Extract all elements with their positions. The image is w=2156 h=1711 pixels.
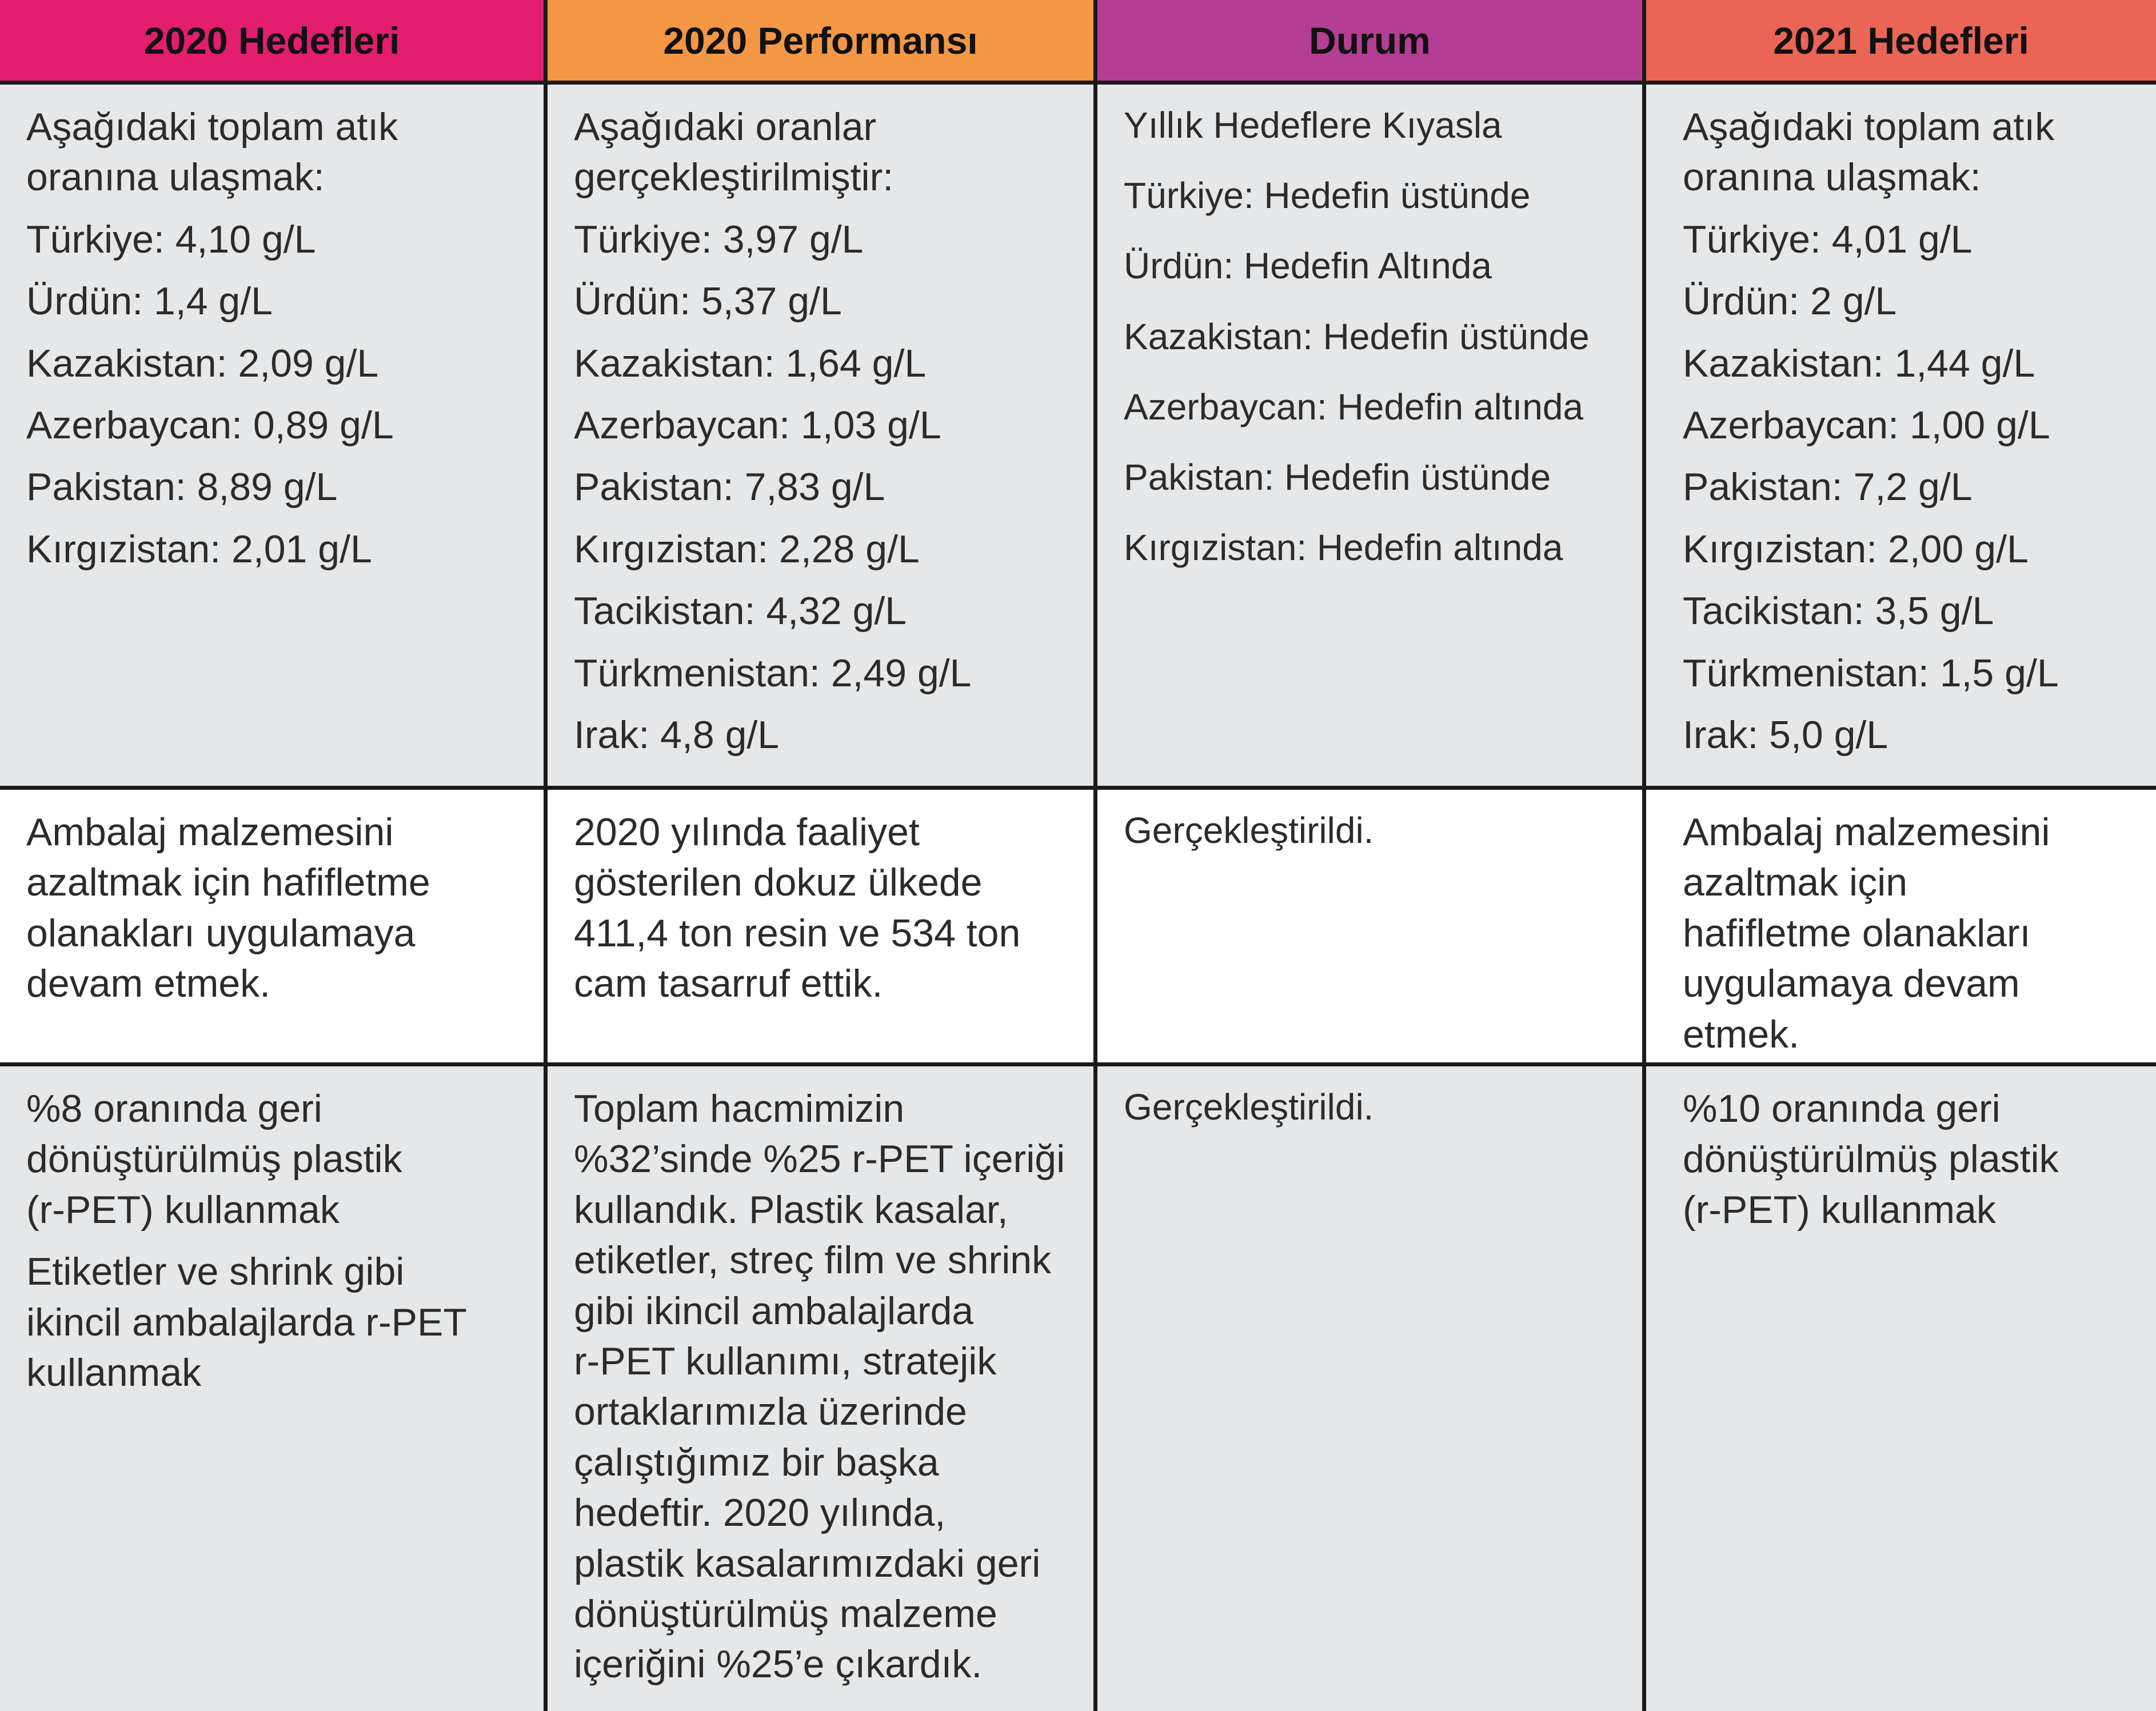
country-rate: Azerbaycan: 0,89 g/L — [26, 403, 394, 447]
intro-line: gerçekleştirilmiştir: — [574, 155, 894, 199]
country-rate: Türkiye: 4,01 g/L — [1683, 217, 1973, 261]
text-line: olanakları uygulamaya — [26, 911, 416, 955]
paragraph: %8 oranında geri dönüştürülmüş plastik (… — [26, 1084, 521, 1235]
text-line: dönüştürülmüş malzeme — [574, 1592, 997, 1636]
status-line: Pakistan: Hedefin üstünde — [1124, 456, 1551, 498]
status-line: Azerbaycan: Hedefin altında — [1124, 386, 1584, 427]
country-rate: Azerbaycan: 1,00 g/L — [1683, 403, 2050, 447]
country-rate: Kazakistan: 1,44 g/L — [1683, 341, 2035, 385]
intro-line: Aşağıdaki toplam atık — [26, 105, 398, 149]
header-2020-performance: 2020 Performansı — [548, 0, 1097, 85]
text-line: Ambalaj malzemesini — [1683, 810, 2050, 854]
row1-2020-targets-cell: Aşağıdaki toplam atık oranına ulaşmak: T… — [0, 85, 548, 790]
paragraph: Etiketler ve shrink gibi ikincil ambalaj… — [26, 1246, 521, 1398]
row3-2021-targets-cell: %10 oranında geri dönüştürülmüş plastik … — [1646, 1066, 2156, 1711]
row1-2020-targets-intro: Aşağıdaki toplam atık oranına ulaşmak: — [26, 102, 521, 203]
status-line: Kazakistan: Hedefin üstünde — [1124, 315, 1590, 357]
text-line: 411,4 ton resin ve 534 ton — [574, 911, 1021, 955]
row3-2020-performance-cell: Toplam hacmimizin %32’sinde %25 r-PET iç… — [548, 1066, 1097, 1711]
country-rate: Pakistan: 7,2 g/L — [1683, 465, 1973, 509]
text-line: çalıştığımız bir başka — [574, 1440, 939, 1484]
text-line: azaltmak için hafifletme — [26, 861, 430, 905]
text-line: %8 oranında geri — [26, 1087, 322, 1130]
country-rate: Kırgızistan: 2,00 g/L — [1683, 527, 2029, 571]
text-line: hedeftir. 2020 yılında, — [574, 1491, 946, 1535]
country-rate: Pakistan: 8,89 g/L — [26, 465, 338, 509]
text-line: gibi ikincil ambalajlarda — [574, 1289, 974, 1333]
country-rate: Azerbaycan: 1,03 g/L — [574, 403, 941, 447]
country-rate: Ürdün: 2 g/L — [1683, 279, 1897, 323]
header-2020-targets-label: 2020 Hedefleri — [143, 19, 400, 62]
country-rate: Kazakistan: 1,64 g/L — [574, 341, 927, 385]
text-line: dönüştürülmüş plastik — [26, 1137, 402, 1181]
header-2020-performance-label: 2020 Performansı — [663, 19, 978, 62]
text-line: Toplam hacmimizin — [574, 1087, 905, 1130]
status-line: Yıllık Hedeflere Kıyasla — [1124, 105, 1502, 146]
intro-line: oranına ulaşmak: — [1683, 155, 1981, 199]
status-text: Gerçekleştirildi. — [1124, 1086, 1374, 1128]
header-2021-targets: 2021 Hedefleri — [1646, 0, 2156, 85]
country-rate: Ürdün: 1,4 g/L — [26, 279, 273, 323]
text-line: kullanmak — [26, 1350, 202, 1394]
text-line: etiketler, streç film ve shrink — [574, 1238, 1052, 1282]
country-rate: Pakistan: 7,83 g/L — [574, 465, 885, 509]
row2-2020-targets-cell: Ambalaj malzemesini azaltmak için hafifl… — [0, 790, 548, 1066]
header-status: Durum — [1097, 0, 1646, 85]
text-line: (r-PET) kullanmak — [1683, 1188, 1996, 1232]
status-text: Gerçekleştirildi. — [1124, 810, 1374, 851]
country-rate: Tacikistan: 4,32 g/L — [574, 589, 907, 633]
country-rate: Irak: 5,0 g/L — [1683, 713, 1889, 757]
text-line: etmek. — [1683, 1012, 1800, 1056]
country-rate: Türkiye: 4,10 g/L — [26, 217, 316, 261]
text-line: (r-PET) kullanmak — [26, 1188, 340, 1232]
text-line: ikincil ambalajlarda r-PET — [26, 1300, 467, 1344]
row1-2021-targets-intro: Aşağıdaki toplam atık oranına ulaşmak: — [1683, 102, 2133, 203]
country-rate: Türkmenistan: 2,49 g/L — [574, 651, 972, 695]
header-2021-targets-label: 2021 Hedefleri — [1773, 19, 2029, 62]
country-rate: Türkmenistan: 1,5 g/L — [1683, 651, 2059, 695]
text-line: azaltmak için — [1683, 861, 1908, 905]
row3-2020-targets-cell: %8 oranında geri dönüştürülmüş plastik (… — [0, 1066, 548, 1711]
text-line: devam etmek. — [26, 962, 271, 1006]
text-line: 2020 yılında faaliyet — [574, 810, 920, 854]
text-line: hafifletme olanakları — [1683, 911, 2031, 955]
row2-2021-targets-cell: Ambalaj malzemesini azaltmak için hafifl… — [1646, 790, 2156, 1066]
text-line: uygulamaya devam — [1683, 962, 2020, 1006]
text-line: gösterilen dokuz ülkede — [574, 861, 983, 905]
country-rate: Kazakistan: 2,09 g/L — [26, 341, 379, 385]
text-line: cam tasarruf ettik. — [574, 962, 883, 1006]
intro-line: Aşağıdaki toplam atık — [1683, 105, 2055, 149]
country-rate: Irak: 4,8 g/L — [574, 713, 780, 757]
status-line: Kırgızistan: Hedefin altında — [1124, 527, 1563, 569]
text-line: içeriğini %25’e çıkardık. — [574, 1642, 983, 1686]
row3-status-cell: Gerçekleştirildi. — [1097, 1066, 1646, 1711]
header-status-label: Durum — [1309, 19, 1431, 62]
intro-line: oranına ulaşmak: — [26, 155, 325, 199]
row1-2020-performance-cell: Aşağıdaki oranlar gerçekleştirilmiştir: … — [548, 85, 1097, 790]
text-line: %10 oranında geri — [1683, 1087, 2001, 1130]
text-line: Etiketler ve shrink gibi — [26, 1250, 405, 1294]
country-rate: Türkiye: 3,97 g/L — [574, 217, 864, 261]
status-line: Türkiye: Hedefin üstünde — [1124, 175, 1531, 217]
row1-2021-targets-cell: Aşağıdaki toplam atık oranına ulaşmak: T… — [1646, 85, 2156, 790]
country-rate: Kırgızistan: 2,28 g/L — [574, 527, 920, 571]
text-line: Ambalaj malzemesini — [26, 810, 394, 854]
country-rate: Tacikistan: 3,5 g/L — [1683, 589, 1994, 633]
country-rate: Ürdün: 5,37 g/L — [574, 279, 842, 323]
row2-status-cell: Gerçekleştirildi. — [1097, 790, 1646, 1066]
row1-status-cell: Yıllık Hedeflere Kıyasla Türkiye: Hedefi… — [1097, 85, 1646, 790]
text-line: plastik kasalarımızdaki geri — [574, 1541, 1041, 1585]
text-line: %32’sinde %25 r-PET içeriği — [574, 1137, 1065, 1181]
text-line: ortaklarımızla üzerinde — [574, 1390, 967, 1434]
row2-2020-performance-cell: 2020 yılında faaliyet gösterilen dokuz ü… — [548, 790, 1097, 1066]
text-line: kullandık. Plastik kasalar, — [574, 1188, 1008, 1232]
row1-2020-performance-intro: Aşağıdaki oranlar gerçekleştirilmiştir: — [574, 102, 1071, 203]
status-line: Ürdün: Hedefin Altında — [1124, 245, 1492, 287]
country-rate: Kırgızistan: 2,01 g/L — [26, 527, 372, 571]
text-line: r-PET kullanımı, stratejik — [574, 1339, 997, 1383]
text-line: dönüştürülmüş plastik — [1683, 1137, 2059, 1181]
intro-line: Aşağıdaki oranlar — [574, 105, 877, 149]
header-2020-targets: 2020 Hedefleri — [0, 0, 548, 85]
